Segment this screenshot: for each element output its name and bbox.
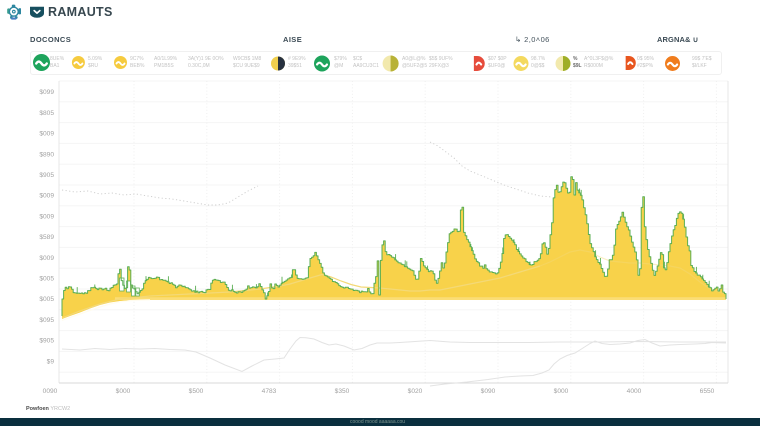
svg-text:$009: $009: [39, 255, 54, 262]
svg-text:$009: $009: [39, 131, 54, 138]
svg-text:$890: $890: [39, 151, 54, 158]
svg-text:0090: 0090: [43, 388, 58, 395]
svg-text:$000: $000: [116, 388, 131, 395]
svg-text:4783: 4783: [262, 388, 277, 395]
svg-text:$805: $805: [39, 110, 54, 117]
svg-text:$589: $589: [39, 234, 54, 241]
svg-text:$005: $005: [39, 276, 54, 283]
svg-text:$099: $099: [39, 89, 54, 96]
svg-text:$020: $020: [408, 388, 423, 395]
svg-text:4000: 4000: [627, 388, 642, 395]
svg-text:$905: $905: [39, 172, 54, 179]
svg-text:$500: $500: [189, 388, 204, 395]
svg-text:$090: $090: [481, 388, 496, 395]
svg-text:$350: $350: [335, 388, 350, 395]
svg-text:$095: $095: [39, 317, 54, 324]
svg-text:6550: 6550: [700, 388, 715, 395]
svg-text:$9: $9: [47, 358, 55, 365]
svg-text:$905: $905: [39, 338, 54, 345]
svg-text:$009: $009: [39, 213, 54, 220]
svg-text:$005: $005: [39, 296, 54, 303]
svg-text:$009: $009: [39, 193, 54, 200]
svg-text:$000: $000: [554, 388, 569, 395]
